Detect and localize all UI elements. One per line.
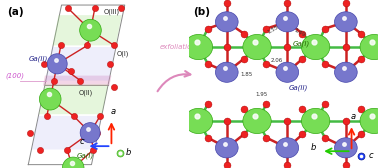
Circle shape — [243, 108, 271, 134]
Text: Ga(II): Ga(II) — [289, 84, 308, 91]
Text: 1.95: 1.95 — [255, 92, 267, 97]
Circle shape — [276, 138, 299, 158]
FancyArrowPatch shape — [158, 71, 191, 91]
Circle shape — [80, 123, 100, 143]
Polygon shape — [53, 15, 122, 45]
Text: b: b — [125, 148, 131, 157]
Text: O(II): O(II) — [79, 89, 93, 96]
Text: (100): (100) — [5, 72, 24, 79]
Text: O(III): O(III) — [104, 8, 120, 15]
Circle shape — [39, 88, 61, 110]
Circle shape — [47, 54, 67, 74]
Polygon shape — [46, 47, 115, 81]
Circle shape — [243, 34, 271, 60]
Circle shape — [80, 19, 101, 41]
Circle shape — [335, 12, 357, 32]
Text: c: c — [79, 137, 84, 146]
Circle shape — [335, 138, 357, 158]
Polygon shape — [39, 84, 108, 114]
Text: b: b — [311, 142, 316, 152]
Circle shape — [360, 34, 378, 60]
Circle shape — [215, 12, 238, 32]
Text: a: a — [351, 112, 356, 121]
Circle shape — [276, 12, 299, 32]
Circle shape — [360, 108, 378, 134]
Text: Ga(II): Ga(II) — [29, 55, 48, 62]
Circle shape — [335, 62, 357, 82]
Text: (b): (b) — [193, 7, 210, 17]
Circle shape — [215, 138, 238, 158]
Text: 1.55: 1.55 — [266, 24, 280, 35]
Polygon shape — [43, 76, 112, 86]
Text: 1.85: 1.85 — [240, 72, 252, 77]
Circle shape — [215, 62, 238, 82]
Text: exfoliation: exfoliation — [160, 45, 197, 50]
Text: c: c — [368, 151, 373, 160]
Circle shape — [276, 62, 299, 82]
Text: 2.06: 2.06 — [270, 58, 282, 63]
Polygon shape — [32, 116, 102, 150]
Text: (a): (a) — [7, 7, 23, 17]
Text: Ga(I): Ga(I) — [293, 40, 310, 47]
Circle shape — [62, 157, 84, 168]
Circle shape — [301, 108, 330, 134]
Circle shape — [184, 34, 212, 60]
Circle shape — [301, 34, 330, 60]
Text: a: a — [110, 107, 116, 116]
Circle shape — [184, 108, 212, 134]
Text: 1.99: 1.99 — [293, 28, 306, 38]
Text: Ga(I): Ga(I) — [76, 153, 94, 159]
Text: O(I): O(I) — [117, 50, 129, 57]
